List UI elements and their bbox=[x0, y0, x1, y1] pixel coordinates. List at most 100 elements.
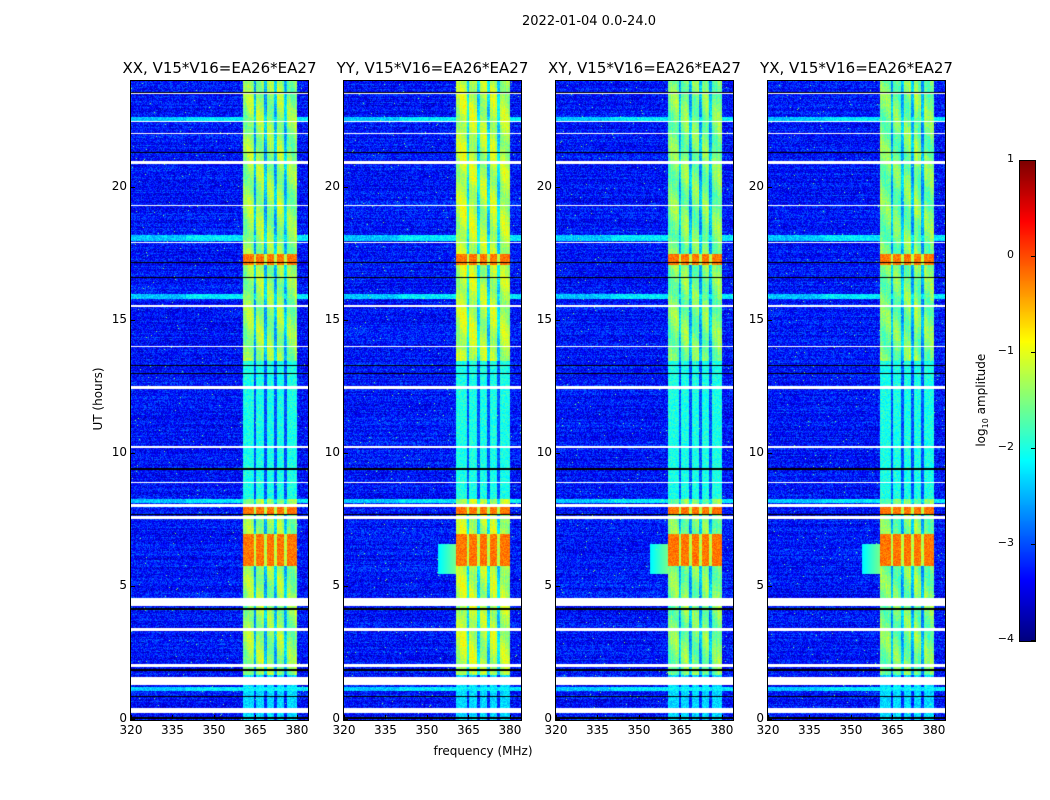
y-tick-label: 20 bbox=[324, 178, 340, 193]
heatmap-image bbox=[131, 81, 308, 720]
y-tick-mark bbox=[131, 719, 135, 720]
heatmap-image bbox=[768, 81, 945, 720]
heatmap-panel bbox=[767, 80, 946, 721]
x-tick-mark bbox=[509, 715, 511, 719]
y-tick-label: 10 bbox=[748, 444, 764, 459]
x-tick-label: 350 bbox=[839, 723, 863, 737]
heatmap-panel bbox=[555, 80, 734, 721]
x-tick-label: 335 bbox=[374, 723, 397, 737]
y-tick-mark bbox=[768, 585, 772, 587]
x-tick-label: 335 bbox=[798, 723, 821, 737]
colorbar-tick-mark bbox=[1031, 352, 1035, 353]
y-tick-mark bbox=[556, 719, 560, 720]
x-tick-label: 320 bbox=[119, 723, 143, 737]
x-tick-mark bbox=[296, 715, 298, 719]
y-tick-mark bbox=[556, 452, 560, 454]
colorbar-tick-mark bbox=[1031, 160, 1035, 161]
y-tick-mark bbox=[131, 585, 135, 587]
x-tick-label: 335 bbox=[161, 723, 184, 737]
heatmap-image bbox=[344, 81, 521, 720]
y-tick-label: 0 bbox=[544, 711, 552, 725]
y-tick-mark bbox=[131, 452, 135, 454]
y-tick-mark bbox=[344, 186, 348, 188]
x-tick-label: 380 bbox=[922, 723, 946, 737]
x-tick-label: 350 bbox=[415, 723, 439, 737]
heatmap-panel bbox=[343, 80, 522, 721]
x-tick-label: 365 bbox=[881, 723, 904, 737]
x-tick-label: 320 bbox=[544, 723, 568, 737]
y-tick-label: 20 bbox=[111, 178, 127, 193]
x-tick-label: 335 bbox=[586, 723, 609, 737]
x-tick-mark bbox=[344, 715, 345, 719]
x-tick-label: 365 bbox=[457, 723, 480, 737]
panel-title: XY, V15*V16=EA26*EA27 bbox=[548, 59, 741, 77]
y-tick-mark bbox=[131, 186, 135, 188]
x-tick-mark bbox=[768, 715, 769, 719]
y-tick-mark bbox=[556, 186, 560, 188]
y-tick-label: 20 bbox=[536, 178, 552, 193]
y-tick-mark bbox=[344, 319, 348, 321]
x-tick-mark bbox=[892, 715, 894, 719]
x-tick-mark bbox=[131, 715, 132, 719]
x-tick-mark bbox=[255, 715, 257, 719]
y-tick-label: 15 bbox=[111, 311, 127, 326]
y-tick-label: 10 bbox=[111, 444, 127, 459]
x-tick-label: 350 bbox=[202, 723, 226, 737]
y-tick-mark bbox=[768, 719, 772, 720]
y-tick-label: 20 bbox=[748, 178, 764, 193]
heatmap-panel bbox=[130, 80, 309, 721]
y-tick-label: 10 bbox=[536, 444, 552, 459]
x-tick-mark bbox=[172, 715, 174, 719]
x-tick-mark bbox=[597, 715, 599, 719]
y-tick-label: 0 bbox=[119, 711, 127, 725]
y-tick-mark bbox=[556, 585, 560, 587]
colorbar-tick-label: 1 bbox=[1007, 152, 1014, 165]
x-tick-mark bbox=[809, 715, 811, 719]
colorbar-tick-label: −4 bbox=[997, 632, 1014, 645]
x-tick-mark bbox=[213, 715, 215, 719]
colorbar-tick-label: −2 bbox=[997, 440, 1014, 453]
x-tick-mark bbox=[721, 715, 723, 719]
y-tick-label: 15 bbox=[748, 311, 764, 326]
x-tick-label: 350 bbox=[627, 723, 651, 737]
y-tick-mark bbox=[768, 452, 772, 454]
panel-title: YX, V15*V16=EA26*EA27 bbox=[760, 59, 953, 77]
y-tick-label: 5 bbox=[756, 577, 764, 592]
y-tick-mark bbox=[344, 452, 348, 454]
y-axis-label: UT (hours) bbox=[91, 367, 105, 431]
x-tick-mark bbox=[933, 715, 935, 719]
panel-title: YY, V15*V16=EA26*EA27 bbox=[336, 59, 529, 77]
y-tick-mark bbox=[344, 585, 348, 587]
y-tick-label: 10 bbox=[324, 444, 340, 459]
x-tick-mark bbox=[385, 715, 387, 719]
y-tick-label: 5 bbox=[332, 577, 340, 592]
y-tick-label: 0 bbox=[332, 711, 340, 725]
x-tick-label: 320 bbox=[756, 723, 780, 737]
y-tick-mark bbox=[768, 186, 772, 188]
x-tick-label: 320 bbox=[332, 723, 356, 737]
x-tick-mark bbox=[680, 715, 682, 719]
y-tick-label: 0 bbox=[756, 711, 764, 725]
panel-title: XX, V15*V16=EA26*EA27 bbox=[122, 59, 317, 77]
x-tick-mark bbox=[638, 715, 640, 719]
colorbar-tick-mark bbox=[1031, 640, 1035, 641]
x-tick-label: 365 bbox=[669, 723, 692, 737]
y-tick-label: 5 bbox=[119, 577, 127, 592]
y-tick-mark bbox=[344, 719, 348, 720]
x-tick-mark bbox=[556, 715, 557, 719]
heatmap-image bbox=[556, 81, 733, 720]
x-tick-mark bbox=[468, 715, 470, 719]
figure-title: 2022-01-04 0.0-24.0 bbox=[522, 14, 656, 29]
colorbar-tick-label: −3 bbox=[997, 536, 1014, 549]
colorbar-label-suffix: amplitude bbox=[973, 353, 988, 419]
x-tick-label: 380 bbox=[498, 723, 522, 737]
x-axis-label: frequency (MHz) bbox=[433, 744, 533, 758]
x-tick-label: 380 bbox=[710, 723, 734, 737]
colorbar bbox=[1019, 160, 1036, 642]
y-tick-label: 5 bbox=[544, 577, 552, 592]
y-tick-mark bbox=[131, 319, 135, 321]
y-tick-mark bbox=[556, 319, 560, 321]
x-tick-label: 365 bbox=[244, 723, 267, 737]
colorbar-tick-mark bbox=[1031, 544, 1035, 545]
